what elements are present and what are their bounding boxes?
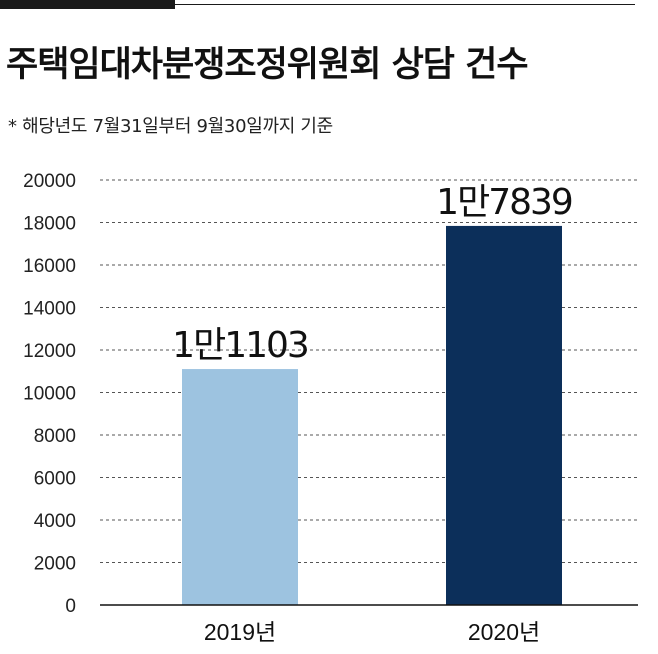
x-tick-label: 2019년 <box>204 619 276 645</box>
y-tick-label: 2000 <box>34 554 76 575</box>
x-axis-ticks: 2019년 2020년 <box>204 619 540 645</box>
y-tick-label: 10000 <box>23 384 76 405</box>
y-tick-label: 6000 <box>34 469 76 490</box>
y-tick-label: 0 <box>65 596 76 617</box>
y-tick-label: 14000 <box>23 299 76 320</box>
bar-1 <box>182 369 298 605</box>
y-tick-label: 8000 <box>34 426 76 447</box>
y-tick-label: 4000 <box>34 511 76 532</box>
y-tick-label: 20000 <box>23 171 76 192</box>
bar-value-label: 1만1103 <box>172 325 308 366</box>
bars: 1만1103 1만7839 <box>172 182 572 605</box>
y-tick-label: 16000 <box>23 256 76 277</box>
bar-2 <box>446 226 562 605</box>
y-axis-ticks: 0 2000 4000 6000 8000 10000 12000 14000 16000 180… <box>23 171 76 617</box>
y-tick-label: 18000 <box>23 214 76 235</box>
bar-value-label: 1만7839 <box>436 182 572 223</box>
x-tick-label: 2020년 <box>468 619 540 645</box>
y-tick-label: 12000 <box>23 341 76 362</box>
